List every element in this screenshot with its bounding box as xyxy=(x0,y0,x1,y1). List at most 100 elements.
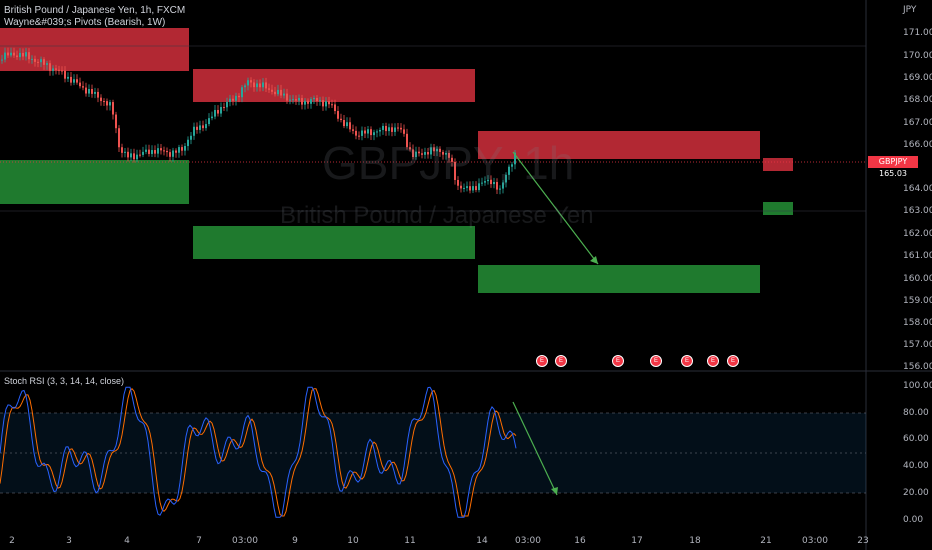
candle-body xyxy=(505,174,507,183)
candle-body xyxy=(190,135,192,140)
time-label: 7 xyxy=(196,536,202,546)
candle-body xyxy=(16,55,18,58)
candle-body xyxy=(304,100,306,105)
candle-body xyxy=(286,93,288,101)
candle-body xyxy=(508,166,510,175)
candle-body xyxy=(409,147,411,150)
economic-event-icon[interactable]: E xyxy=(681,355,693,367)
candle-body xyxy=(340,118,342,121)
candle-body xyxy=(394,127,396,132)
candle-body xyxy=(397,127,399,129)
candle-body xyxy=(34,58,36,62)
candle-body xyxy=(439,148,441,152)
candle-body xyxy=(19,52,21,58)
economic-event-icon[interactable]: E xyxy=(536,355,548,367)
rsi-legend[interactable]: Stoch RSI (3, 3, 14, 14, close) xyxy=(4,376,125,386)
candle-body xyxy=(181,147,183,151)
time-label: 2 xyxy=(9,536,15,546)
candle-body xyxy=(325,101,327,107)
candle-body xyxy=(238,95,240,98)
time-label: 10 xyxy=(347,536,359,546)
candle-body xyxy=(271,89,273,92)
candle-body xyxy=(70,76,72,83)
candle-body xyxy=(493,182,495,185)
candle-body xyxy=(322,100,324,107)
candle-body xyxy=(457,179,459,186)
rsi-projection-arrow-head xyxy=(551,487,558,495)
candle-body xyxy=(349,122,351,130)
candle-body xyxy=(295,99,297,101)
price-label: 170.000 xyxy=(903,51,932,61)
time-label: 18 xyxy=(689,536,701,546)
candle-body xyxy=(415,151,417,158)
candle-body xyxy=(460,185,462,189)
candle-body xyxy=(40,59,42,63)
candle-body xyxy=(496,182,498,190)
candle-body xyxy=(259,83,261,88)
candle-body xyxy=(79,82,81,87)
candle-body xyxy=(124,151,126,153)
candle-body xyxy=(37,61,39,63)
candle-body xyxy=(82,86,84,88)
price-label: 168.000 xyxy=(903,95,932,105)
candle-body xyxy=(142,151,144,155)
candle-body xyxy=(427,152,429,155)
candle-body xyxy=(484,181,486,183)
rsi-projection-arrow xyxy=(512,401,558,496)
candle-body xyxy=(130,153,132,158)
candle-body xyxy=(202,125,204,129)
candle-body xyxy=(355,130,357,136)
symbol-legend[interactable]: British Pound / Japanese Yen, 1h, FXCM xyxy=(4,5,186,16)
candle-body xyxy=(94,91,96,94)
price-label: 162.000 xyxy=(903,229,932,239)
candle-body xyxy=(442,151,444,155)
rsi-label: 40.00 xyxy=(903,461,929,471)
candle-body xyxy=(250,80,252,83)
candle-body xyxy=(361,130,363,136)
candle-body xyxy=(448,152,450,158)
indicator-legend[interactable]: Wayne&#039;s Pivots (Bearish, 1W) xyxy=(4,17,166,28)
resistance-zone xyxy=(763,158,793,171)
candle-body xyxy=(274,91,276,95)
price-label: 163.000 xyxy=(903,206,932,216)
rsi-label: 20.00 xyxy=(903,488,929,498)
candle-body xyxy=(193,126,195,136)
economic-event-icon[interactable]: E xyxy=(727,355,739,367)
candle-body xyxy=(343,120,345,127)
candle-body xyxy=(391,127,393,132)
candle-body xyxy=(85,87,87,94)
price-label: 161.000 xyxy=(903,251,932,261)
candle-body xyxy=(232,98,234,101)
candle-body xyxy=(103,101,105,103)
candle-body xyxy=(280,89,282,96)
economic-event-icon[interactable]: E xyxy=(612,355,624,367)
candle-body xyxy=(331,104,333,106)
candle-body xyxy=(430,147,432,155)
candle-body xyxy=(46,63,48,65)
candle-body xyxy=(403,129,405,134)
candle-body xyxy=(376,131,378,133)
economic-event-icon[interactable]: E xyxy=(707,355,719,367)
projection-arrow-head xyxy=(590,256,598,264)
candle-body xyxy=(58,69,60,71)
candle-body xyxy=(97,91,99,98)
candle-body xyxy=(163,150,165,152)
candle-body xyxy=(358,135,360,137)
price-label: 160.000 xyxy=(903,274,932,284)
candle-body xyxy=(229,98,231,102)
candle-body xyxy=(373,132,375,136)
candle-body xyxy=(136,154,138,160)
economic-event-icon[interactable]: E xyxy=(650,355,662,367)
candle-body xyxy=(73,79,75,83)
candle-body xyxy=(328,101,330,105)
candle-body xyxy=(265,82,267,89)
candle-body xyxy=(214,109,216,117)
candle-body xyxy=(241,87,243,98)
economic-event-icon[interactable]: E xyxy=(555,355,567,367)
candle-body xyxy=(370,129,372,136)
candle-body xyxy=(268,88,270,90)
current-price-tag: GBPJPY 165.03 xyxy=(868,156,918,178)
candle-body xyxy=(277,89,279,95)
candle-body xyxy=(127,151,129,158)
